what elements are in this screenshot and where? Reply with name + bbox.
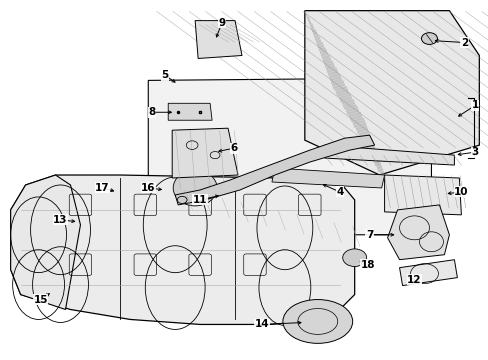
Text: 5: 5 bbox=[161, 71, 168, 80]
Text: 14: 14 bbox=[254, 319, 269, 329]
Text: 17: 17 bbox=[95, 183, 109, 193]
Circle shape bbox=[342, 249, 366, 266]
Text: 6: 6 bbox=[230, 143, 237, 153]
Polygon shape bbox=[195, 21, 242, 58]
Polygon shape bbox=[384, 175, 461, 215]
Text: 2: 2 bbox=[460, 37, 467, 48]
Text: 10: 10 bbox=[453, 187, 468, 197]
Text: 8: 8 bbox=[148, 107, 156, 117]
Polygon shape bbox=[175, 135, 374, 205]
Polygon shape bbox=[168, 103, 212, 120]
Text: 3: 3 bbox=[471, 147, 478, 157]
Polygon shape bbox=[271, 168, 384, 188]
Text: 15: 15 bbox=[33, 294, 48, 305]
Text: 16: 16 bbox=[141, 183, 155, 193]
Text: 4: 4 bbox=[335, 187, 343, 197]
Text: 1: 1 bbox=[471, 100, 478, 110]
Text: 7: 7 bbox=[365, 230, 372, 240]
Circle shape bbox=[177, 196, 187, 203]
Polygon shape bbox=[304, 11, 478, 175]
Polygon shape bbox=[11, 175, 354, 324]
Text: 13: 13 bbox=[53, 215, 68, 225]
Polygon shape bbox=[148, 78, 430, 235]
Text: 11: 11 bbox=[192, 195, 207, 205]
Polygon shape bbox=[324, 145, 453, 165]
Text: 12: 12 bbox=[407, 275, 421, 285]
Polygon shape bbox=[172, 128, 238, 178]
Polygon shape bbox=[387, 205, 448, 260]
Ellipse shape bbox=[173, 170, 217, 206]
Text: 9: 9 bbox=[218, 18, 225, 28]
Polygon shape bbox=[399, 260, 456, 285]
Ellipse shape bbox=[283, 300, 352, 343]
Text: 18: 18 bbox=[360, 260, 374, 270]
Circle shape bbox=[421, 33, 437, 44]
Polygon shape bbox=[11, 175, 81, 310]
